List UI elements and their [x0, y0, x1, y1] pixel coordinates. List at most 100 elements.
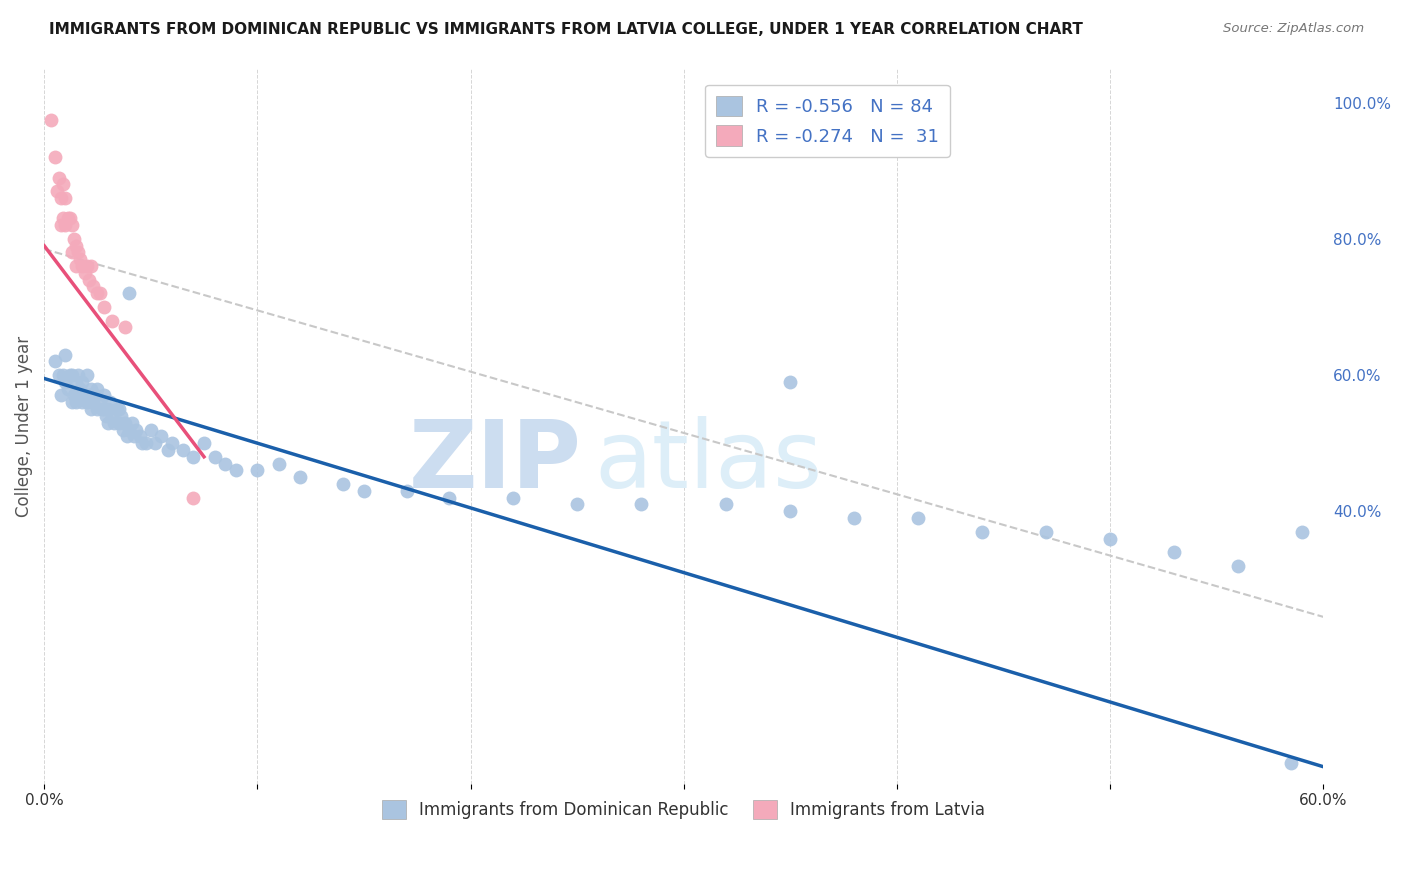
Point	[143, 436, 166, 450]
Point	[93, 388, 115, 402]
Text: atlas: atlas	[595, 416, 823, 508]
Point	[97, 416, 120, 430]
Point	[77, 388, 100, 402]
Point	[131, 436, 153, 450]
Point	[129, 429, 152, 443]
Point	[107, 416, 129, 430]
Point	[73, 388, 96, 402]
Point	[76, 368, 98, 382]
Point	[51, 218, 73, 232]
Point	[267, 457, 290, 471]
Point	[65, 395, 87, 409]
Point	[150, 429, 173, 443]
Point	[77, 273, 100, 287]
Point	[60, 218, 83, 232]
Point	[135, 436, 157, 450]
Point	[172, 442, 194, 457]
Point	[59, 368, 82, 382]
Point	[118, 286, 141, 301]
Point	[101, 313, 124, 327]
Point	[630, 498, 652, 512]
Point	[93, 300, 115, 314]
Point	[214, 457, 236, 471]
Point	[1163, 545, 1185, 559]
Point	[67, 368, 90, 382]
Text: IMMIGRANTS FROM DOMINICAN REPUBLIC VS IMMIGRANTS FROM LATVIA COLLEGE, UNDER 1 YE: IMMIGRANTS FROM DOMINICAN REPUBLIC VS IM…	[49, 22, 1083, 37]
Point	[139, 423, 162, 437]
Point	[107, 402, 129, 417]
Point	[779, 504, 801, 518]
Point	[183, 450, 205, 464]
Point	[67, 245, 90, 260]
Point	[353, 483, 375, 498]
Point	[60, 245, 83, 260]
Point	[111, 423, 134, 437]
Point	[502, 491, 524, 505]
Point	[437, 491, 460, 505]
Point	[1099, 532, 1122, 546]
Text: Source: ZipAtlas.com: Source: ZipAtlas.com	[1223, 22, 1364, 36]
Point	[90, 402, 112, 417]
Point	[44, 150, 66, 164]
Point	[82, 279, 104, 293]
Point	[55, 348, 77, 362]
Point	[114, 320, 136, 334]
Point	[118, 423, 141, 437]
Point	[1035, 524, 1057, 539]
Point	[65, 259, 87, 273]
Point	[72, 395, 94, 409]
Point	[779, 375, 801, 389]
Point	[89, 395, 111, 409]
Point	[84, 388, 107, 402]
Point	[63, 232, 86, 246]
Point	[80, 388, 103, 402]
Point	[67, 388, 90, 402]
Point	[59, 211, 82, 226]
Point	[55, 191, 77, 205]
Point	[117, 429, 139, 443]
Point	[160, 436, 183, 450]
Point	[60, 395, 83, 409]
Point	[246, 463, 269, 477]
Point	[51, 388, 73, 402]
Point	[183, 491, 205, 505]
Point	[1227, 558, 1250, 573]
Point	[48, 368, 70, 382]
Point	[93, 402, 115, 417]
Point	[63, 388, 86, 402]
Point	[51, 191, 73, 205]
Point	[94, 409, 117, 423]
Point	[80, 259, 103, 273]
Point	[52, 368, 75, 382]
Point	[80, 402, 103, 417]
Point	[193, 436, 215, 450]
Point	[101, 409, 124, 423]
Point	[52, 178, 75, 192]
Point	[69, 382, 91, 396]
Point	[907, 511, 929, 525]
Point	[69, 252, 91, 267]
Point	[56, 211, 79, 226]
Point	[332, 477, 354, 491]
Point	[121, 416, 143, 430]
Point	[395, 483, 418, 498]
Point	[76, 395, 98, 409]
Point	[1279, 756, 1302, 771]
Point	[55, 375, 77, 389]
Point	[105, 402, 128, 417]
Point	[48, 170, 70, 185]
Point	[288, 470, 311, 484]
Point	[89, 286, 111, 301]
Point	[60, 368, 83, 382]
Point	[65, 238, 87, 252]
Point	[225, 463, 247, 477]
Point	[80, 382, 103, 396]
Point	[73, 266, 96, 280]
Point	[98, 395, 121, 409]
Point	[204, 450, 226, 464]
Point	[52, 211, 75, 226]
Point	[44, 354, 66, 368]
Point	[565, 498, 588, 512]
Point	[72, 375, 94, 389]
Point	[56, 382, 79, 396]
